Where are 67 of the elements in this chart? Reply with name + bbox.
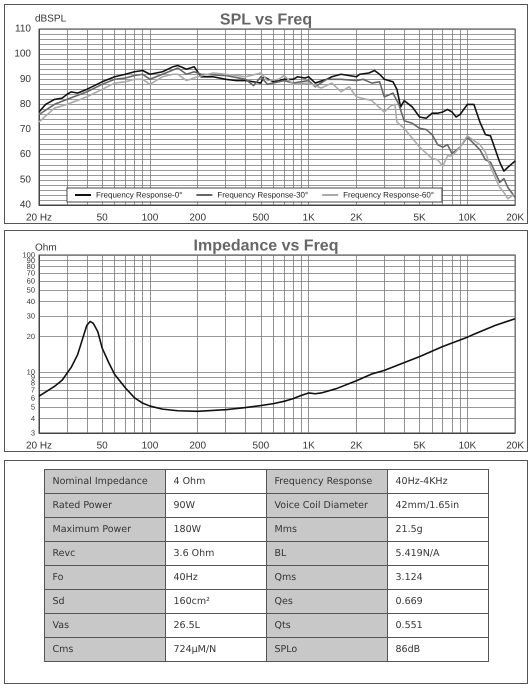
- x-tick-label: 1K: [302, 440, 316, 452]
- text: 40Hz-4KHz: [387, 470, 488, 494]
- y-tick-label: 110: [15, 24, 32, 34]
- y-tick-label: 70: [20, 124, 32, 136]
- x-tick-label: 100: [142, 212, 159, 224]
- x-tick-label: 2K: [350, 440, 363, 452]
- x-tick-label: 20 Hz: [26, 212, 52, 224]
- x-tick-label: 500: [252, 212, 270, 224]
- text: 4 Ohm: [165, 470, 266, 494]
- x-tick-label: 50: [96, 440, 108, 452]
- x-tick-label: 50: [96, 212, 108, 224]
- x-tick-label: 10K: [458, 440, 477, 452]
- text: Nominal Impedance: [44, 470, 165, 494]
- text: SPLo: [266, 638, 387, 662]
- text: Qes: [266, 590, 387, 614]
- text: Qts: [266, 614, 387, 638]
- text: 26.5L: [165, 614, 266, 638]
- x-tick-label: 2K: [350, 212, 363, 224]
- chart-title: Impedance vs Freq: [194, 238, 338, 254]
- y-tick-label: 60: [20, 149, 32, 160]
- x-tick-label: 200: [189, 440, 206, 452]
- text: Maximum Power: [44, 518, 165, 542]
- text: 0.551: [387, 614, 488, 638]
- text: 86dB: [387, 638, 488, 662]
- y-axis-title: Ohm: [35, 242, 57, 254]
- text: Sd: [44, 590, 165, 614]
- x-tick-label: 1K: [302, 212, 316, 224]
- x-tick-label: 100: [142, 440, 159, 452]
- text: 5.419N/A: [387, 542, 488, 566]
- text: Rated Power: [44, 494, 165, 518]
- x-tick-label: 20 Hz: [26, 440, 52, 452]
- text: Qms: [266, 566, 387, 590]
- text: 40Hz: [165, 566, 266, 590]
- text: Vas: [44, 614, 165, 638]
- x-tick-label: 500: [252, 440, 270, 452]
- text: 724µM/N: [165, 638, 266, 662]
- x-tick-label: 20K: [506, 440, 524, 452]
- y-axis-title: dBSPL: [35, 14, 67, 25]
- x-tick-label: 20K: [506, 212, 524, 224]
- text: 42mm/1.65in: [387, 494, 488, 518]
- text: Cms: [44, 638, 165, 662]
- y-tick-label: 80: [20, 98, 32, 110]
- text: 21.5g: [387, 518, 488, 542]
- text: Revc: [44, 542, 165, 566]
- text: Voice Coil Diameter: [266, 494, 387, 518]
- chart-title: SPL vs Freq: [220, 12, 312, 28]
- y-tick-label: 40: [20, 200, 32, 210]
- text: 90W: [165, 494, 266, 518]
- legend-label: Frequency Response-30°: [217, 190, 308, 200]
- text: 180W: [165, 518, 266, 542]
- text: Fo: [44, 566, 165, 590]
- x-tick-label: 5K: [413, 212, 426, 224]
- text: BL: [266, 542, 387, 566]
- text: 3.6 Ohm: [165, 542, 266, 566]
- legend-label: Frequency Response-0°: [96, 190, 182, 200]
- text: 160cm²: [165, 590, 266, 614]
- x-tick-label: 10K: [458, 212, 477, 224]
- text: Mms: [266, 518, 387, 542]
- x-tick-label: 200: [189, 212, 206, 224]
- y-tick-label: 100: [14, 48, 32, 60]
- y-tick-label: 90: [20, 74, 32, 85]
- text: 0.669: [387, 590, 488, 614]
- text: Frequency Response: [266, 470, 387, 494]
- text: 3.124: [387, 566, 488, 590]
- x-tick-label: 5K: [413, 440, 426, 452]
- legend-label: Frequency Response-60°: [343, 190, 434, 200]
- y-tick-label: 50: [20, 174, 32, 186]
